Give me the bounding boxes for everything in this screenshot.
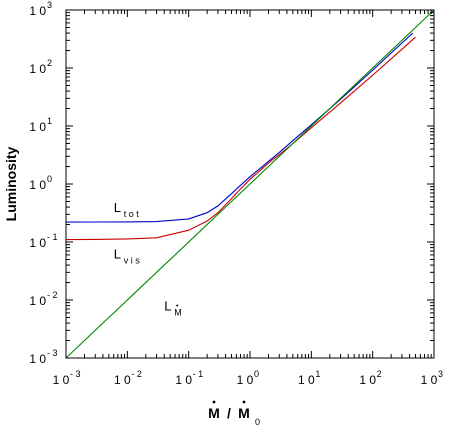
series-annotation-sub-1: v i s [124,255,141,265]
x-tick-label: 1 0 [421,373,438,387]
series-line-1 [65,36,416,241]
x-tick-label: 1 0 [359,373,376,387]
y-tick-label: 1 0 [29,236,46,250]
y-tick-label-exponent: 0 [47,174,52,184]
y-tick-label: 1 0 [29,178,46,192]
series-annotation-dot-2 [176,304,179,307]
y-tick-label: 1 0 [29,294,46,308]
series-layer [65,9,435,359]
x-axis-label-subscript: 0 [255,417,260,427]
y-tick-label: 1 0 [29,120,46,134]
y-tick-label: 1 0 [29,62,46,76]
y-tick-label-exponent: 3 [47,0,52,10]
x-tick-label: 1 0 [53,373,70,387]
x-axis-label-separator: / [227,405,231,421]
y-tick-label-exponent: - 2 [47,290,58,300]
y-tick-label-exponent: 1 [47,116,52,126]
y-axis-label: Luminosity [3,146,19,221]
y-tick-label-exponent: - 3 [47,348,58,358]
y-tick-label-exponent: 2 [47,58,52,68]
x-tick-label-exponent: 3 [438,369,443,379]
series-annotation-1: L [114,246,121,261]
y-tick-label: 1 0 [29,352,46,366]
x-tick-label-exponent: - 2 [131,369,142,379]
series-line-2 [65,9,435,359]
x-tick-label: 1 0 [298,373,315,387]
x-axis-label-numerator: M [208,405,220,421]
series-annotation-sub-2: M [174,307,182,317]
ticks-layer [65,9,435,359]
x-tick-label: 1 0 [175,373,192,387]
series-annotation-sub-0: t o t [124,209,140,219]
x-tick-label: 1 0 [237,373,254,387]
x-tick-label-exponent: 0 [254,369,259,379]
x-tick-label: 1 0 [114,373,131,387]
series-annotation-0: L [114,200,121,215]
y-tick-label: 1 0 [29,4,46,18]
x-axis-label-denominator: M [238,405,250,421]
x-tick-label-exponent: 1 [315,369,320,379]
x-tick-label-exponent: - 1 [193,369,204,379]
x-axis-label: M / M 0 [208,400,260,427]
series-line-0 [65,32,414,223]
y-tick-label-exponent: - 1 [47,232,58,242]
series-annotation-2: L [164,298,171,313]
x-axis-label-dot-1 [212,400,216,404]
x-tick-label-exponent: - 3 [70,369,81,379]
x-tick-label-exponent: 2 [377,369,382,379]
x-axis-label-dot-2 [242,400,246,404]
